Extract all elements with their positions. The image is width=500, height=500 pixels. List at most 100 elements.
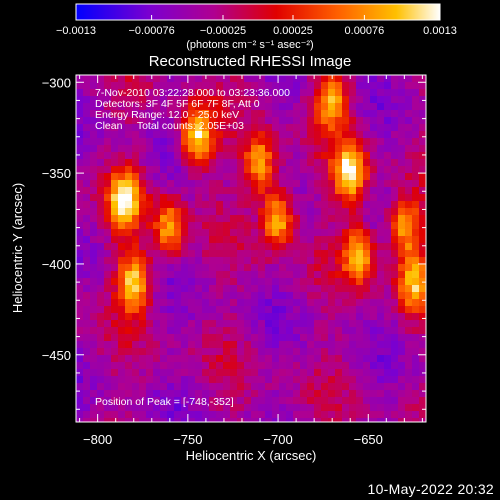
heatmap-cell (321, 110, 328, 117)
heatmap-cell (146, 222, 153, 229)
heatmap-cell (125, 96, 132, 103)
heatmap-cell (251, 264, 258, 271)
heatmap-cell (223, 145, 230, 152)
heatmap-cell (391, 173, 398, 180)
heatmap-cell (398, 131, 405, 138)
heatmap-cell (335, 348, 342, 355)
heatmap-cell (83, 145, 90, 152)
heatmap-cell (244, 257, 251, 264)
heatmap-cell (244, 285, 251, 292)
heatmap-cell (363, 257, 370, 264)
heatmap-cell (314, 173, 321, 180)
peak-annotation: Position of Peak = [-748,-352] (95, 396, 234, 408)
heatmap-cell (377, 208, 384, 215)
heatmap-cell (370, 418, 377, 422)
heatmap-cell (321, 320, 328, 327)
footer-timestamp: 10-May-2022 20:32 (367, 481, 494, 497)
heatmap-cell (174, 355, 181, 362)
heatmap-cell (419, 404, 426, 411)
heatmap-cell (391, 103, 398, 110)
heatmap-cell (293, 355, 300, 362)
heatmap-cell (391, 341, 398, 348)
heatmap-cell (167, 376, 174, 383)
heatmap-cell (251, 103, 258, 110)
heatmap-cell (307, 404, 314, 411)
heatmap-cell (265, 117, 272, 124)
heatmap-cell (230, 75, 237, 82)
heatmap-cell (223, 397, 230, 404)
heatmap-cell (139, 362, 146, 369)
heatmap-cell (363, 250, 370, 257)
heatmap-cell (293, 229, 300, 236)
heatmap-cell (181, 103, 188, 110)
heatmap-cell (174, 166, 181, 173)
heatmap-cell (167, 313, 174, 320)
heatmap-cell (83, 138, 90, 145)
heatmap-cell (272, 229, 279, 236)
heatmap-cell (139, 313, 146, 320)
heatmap-cell (391, 145, 398, 152)
heatmap-cell (230, 96, 237, 103)
heatmap-cell (146, 145, 153, 152)
heatmap-cell (412, 264, 419, 271)
heatmap-cell (384, 138, 391, 145)
heatmap-cell (160, 194, 167, 201)
heatmap-cell (132, 222, 139, 229)
heatmap-cell (349, 138, 356, 145)
heatmap-cell (202, 208, 209, 215)
heatmap-cell (216, 341, 223, 348)
heatmap-cell (391, 201, 398, 208)
heatmap-cell (419, 173, 426, 180)
heatmap-cell (370, 208, 377, 215)
heatmap-cell (146, 208, 153, 215)
heatmap-cell (419, 390, 426, 397)
heatmap-cell (202, 299, 209, 306)
heatmap-cell (202, 124, 209, 131)
heatmap-cell (370, 103, 377, 110)
heatmap-cell (370, 383, 377, 390)
heatmap-cell (307, 131, 314, 138)
heatmap-cell (216, 117, 223, 124)
heatmap-cell (125, 369, 132, 376)
heatmap-cell (223, 306, 230, 313)
colorbar-tick-label: −0.0013 (56, 25, 96, 37)
heatmap-cell (391, 222, 398, 229)
heatmap-cell (76, 243, 83, 250)
heatmap-cell (104, 159, 111, 166)
heatmap-cell (356, 96, 363, 103)
heatmap-cell (405, 166, 412, 173)
heatmap-cell (412, 362, 419, 369)
heatmap-cell (181, 383, 188, 390)
heatmap-cell (419, 222, 426, 229)
heatmap-cell (356, 278, 363, 285)
heatmap-cell (230, 173, 237, 180)
heatmap-cell (335, 124, 342, 131)
heatmap-cell (391, 180, 398, 187)
heatmap-cell (188, 285, 195, 292)
heatmap-cell (111, 229, 118, 236)
heatmap-cell (195, 334, 202, 341)
heatmap-cell (188, 82, 195, 89)
heatmap-cell (195, 383, 202, 390)
heatmap-cell (83, 348, 90, 355)
heatmap-cell (405, 96, 412, 103)
heatmap-cell (419, 320, 426, 327)
heatmap-cell (188, 362, 195, 369)
heatmap-cell (153, 418, 160, 422)
heatmap-cell (251, 215, 258, 222)
heatmap-cell (230, 397, 237, 404)
heatmap-cell (286, 103, 293, 110)
heatmap-cell (377, 313, 384, 320)
heatmap-cell (230, 180, 237, 187)
heatmap-cell (279, 75, 286, 82)
heatmap-cell (349, 117, 356, 124)
heatmap-cell (412, 341, 419, 348)
heatmap-cell (125, 159, 132, 166)
heatmap-cell (104, 117, 111, 124)
heatmap-cell (216, 103, 223, 110)
heatmap-cell (195, 166, 202, 173)
heatmap-cell (377, 138, 384, 145)
heatmap-cell (328, 271, 335, 278)
heatmap-cell (251, 397, 258, 404)
heatmap-cell (363, 75, 370, 82)
